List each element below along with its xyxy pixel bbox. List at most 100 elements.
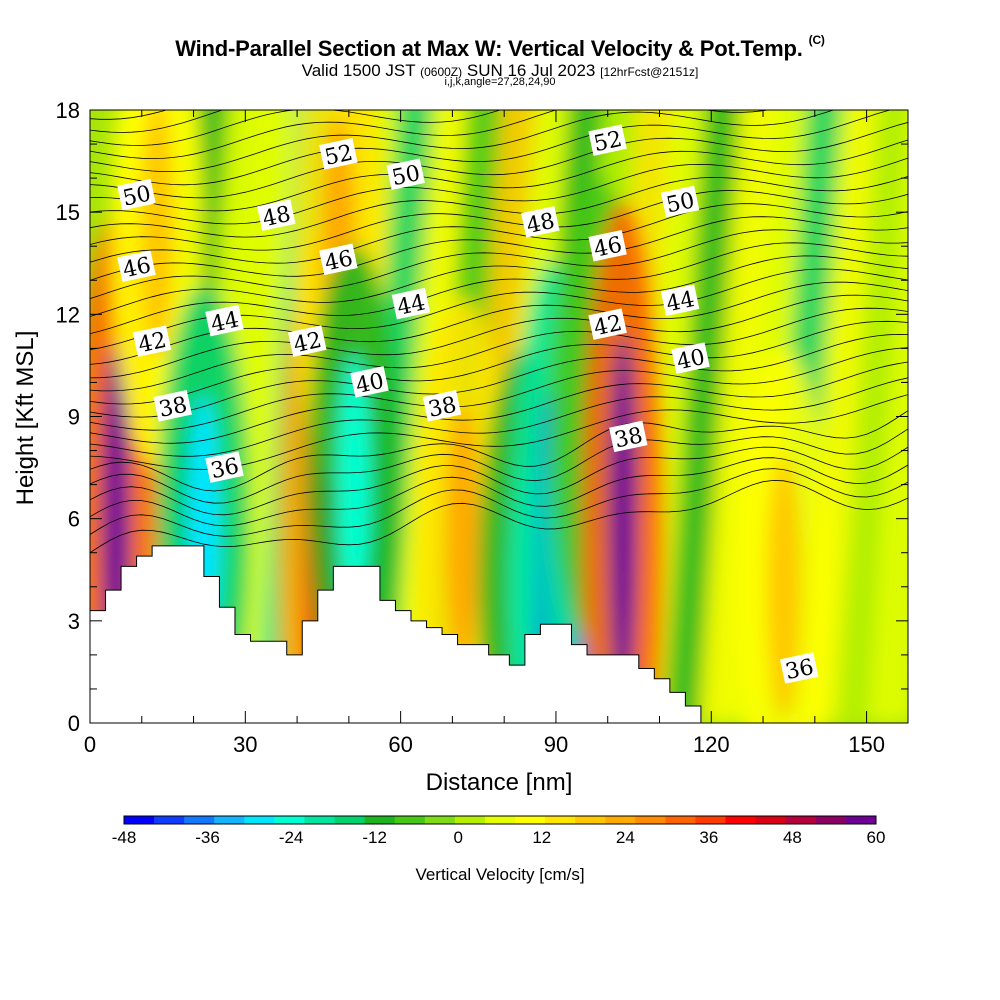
isentrope-label-text: 38 [157, 393, 190, 423]
chart-title-mark: (C) [808, 32, 825, 47]
isentrope-line [90, 446, 908, 516]
y-tick-label: 12 [56, 302, 80, 327]
colorbar-tick-label: 0 [453, 828, 462, 847]
isentrope-label: 46 [117, 250, 156, 283]
colorbar-label: Vertical Velocity [cm/s] [415, 865, 584, 884]
isentrope-label-box [117, 178, 156, 211]
colorbar-swatch [394, 816, 426, 824]
isentrope-label-box [660, 185, 700, 218]
colorbar-swatch [334, 816, 366, 824]
isentrope-label: 42 [588, 308, 627, 341]
isentrope-label-text: 52 [323, 141, 356, 171]
w-band [834, 110, 908, 723]
isentrope-line [90, 229, 908, 299]
isentrope-label-text: 36 [783, 655, 816, 685]
isentrope-label-text: 42 [136, 328, 169, 358]
colorbar-swatch [304, 816, 336, 824]
colorbar-swatch [815, 816, 847, 824]
w-feature-updraft [766, 455, 801, 718]
isentrope-label: 40 [671, 342, 710, 375]
isentrope-line [90, 110, 168, 120]
isentrope-label-text: 42 [291, 328, 324, 358]
isentrope-label: 48 [521, 206, 560, 239]
isentrope-label-text: 48 [260, 202, 293, 232]
subtitle-date: SUN 16 Jul 2023 [466, 61, 596, 80]
isentrope-line [90, 110, 892, 186]
colorbar-swatch [695, 816, 727, 824]
isentrope-label-text: 40 [675, 345, 708, 375]
isentrope-label: 44 [205, 304, 244, 338]
isentrope-label: 38 [153, 390, 192, 423]
isentrope-label-text: 44 [395, 290, 428, 320]
isentrope-line [90, 377, 908, 457]
isentrope-label-box [386, 158, 425, 190]
isentrope-label-text: 52 [592, 127, 625, 157]
x-tick-label: 120 [693, 732, 730, 757]
x-axis-label: Distance [nm] [426, 769, 573, 796]
colorbar-swatch [214, 816, 245, 824]
isentrope-label: 38 [609, 420, 648, 454]
colorbar-tick-label: 60 [867, 828, 886, 847]
isentrope-label-box [422, 390, 462, 422]
colorbar-swatch [635, 816, 666, 824]
colorbar-swatch [274, 816, 305, 824]
isentrope-label-box [588, 124, 627, 156]
isentrope-line [90, 294, 908, 379]
isentrope-label-box [257, 199, 296, 231]
w-band [868, 125, 908, 723]
colorbar-tick-label: 12 [532, 828, 551, 847]
isentrope-label: 48 [257, 199, 296, 232]
isentrope-label: 42 [288, 325, 327, 358]
colorbar-tick-label: 48 [783, 828, 802, 847]
x-tick-label: 90 [544, 732, 568, 757]
isentrope-label-box [779, 652, 819, 684]
isentrope-label-text: 50 [121, 181, 154, 211]
isentrope-label: 46 [588, 229, 627, 263]
colorbar-swatch [424, 816, 456, 824]
isentrope-label-text: 40 [354, 369, 387, 399]
isentrope-line [90, 457, 908, 527]
isentrope-label-text: 48 [524, 209, 557, 239]
isentrope-label-box [391, 287, 431, 320]
isentrope-label-text: 38 [612, 423, 645, 453]
isentrope-line [90, 255, 908, 334]
colorbar-swatch [605, 816, 636, 824]
isentrope-label-box [609, 420, 648, 453]
isentrope-label: 52 [588, 124, 627, 157]
isentrope-label-text: 38 [426, 393, 459, 423]
isentrope-label-text: 46 [592, 233, 625, 263]
isentrope-label-box [153, 390, 192, 422]
isentrope-line [90, 347, 908, 431]
chart-subline: i,j,k,angle=27,28,24,90 [444, 76, 556, 88]
colorbar-swatch [845, 816, 877, 824]
isentrope-line [90, 190, 908, 251]
isentrope-label: 36 [205, 451, 244, 484]
colorbar-swatch [364, 816, 396, 824]
chart-title-text: Wind-Parallel Section at Max W: Vertical… [175, 36, 803, 61]
isentrope-label-text: 50 [390, 161, 423, 191]
colorbar-tick-label: -12 [362, 828, 387, 847]
x-tick-label: 30 [233, 732, 257, 757]
isentrope-label-box [588, 308, 627, 340]
isentrope-label-box [132, 325, 172, 357]
chart-subtitle: Valid 1500 JST (0600Z) SUN 16 Jul 2023 [… [0, 61, 1000, 81]
chart-title: Wind-Parallel Section at Max W: Vertical… [0, 32, 1000, 62]
isentrope-label: 50 [117, 178, 156, 212]
colorbar-swatch [184, 816, 215, 824]
w-feature-updraft [140, 110, 175, 361]
w-band [698, 110, 784, 723]
isentrope-label-box [350, 366, 389, 398]
isentrope-label-text: 46 [323, 246, 356, 276]
isentrope-label: 46 [319, 243, 358, 276]
isentrope-line [90, 320, 908, 405]
subtitle-valid: Valid 1500 JST [301, 61, 416, 80]
isentrope-label-text: 42 [592, 311, 625, 341]
colorbar-swatch [484, 816, 516, 824]
colorbar-swatch [545, 816, 576, 824]
isentrope-label: 52 [319, 138, 358, 171]
isentrope-label-text: 44 [209, 307, 242, 337]
colorbar-swatch [154, 816, 185, 824]
isentrope-label-text: 44 [664, 287, 697, 317]
isentrope-line [90, 139, 908, 212]
